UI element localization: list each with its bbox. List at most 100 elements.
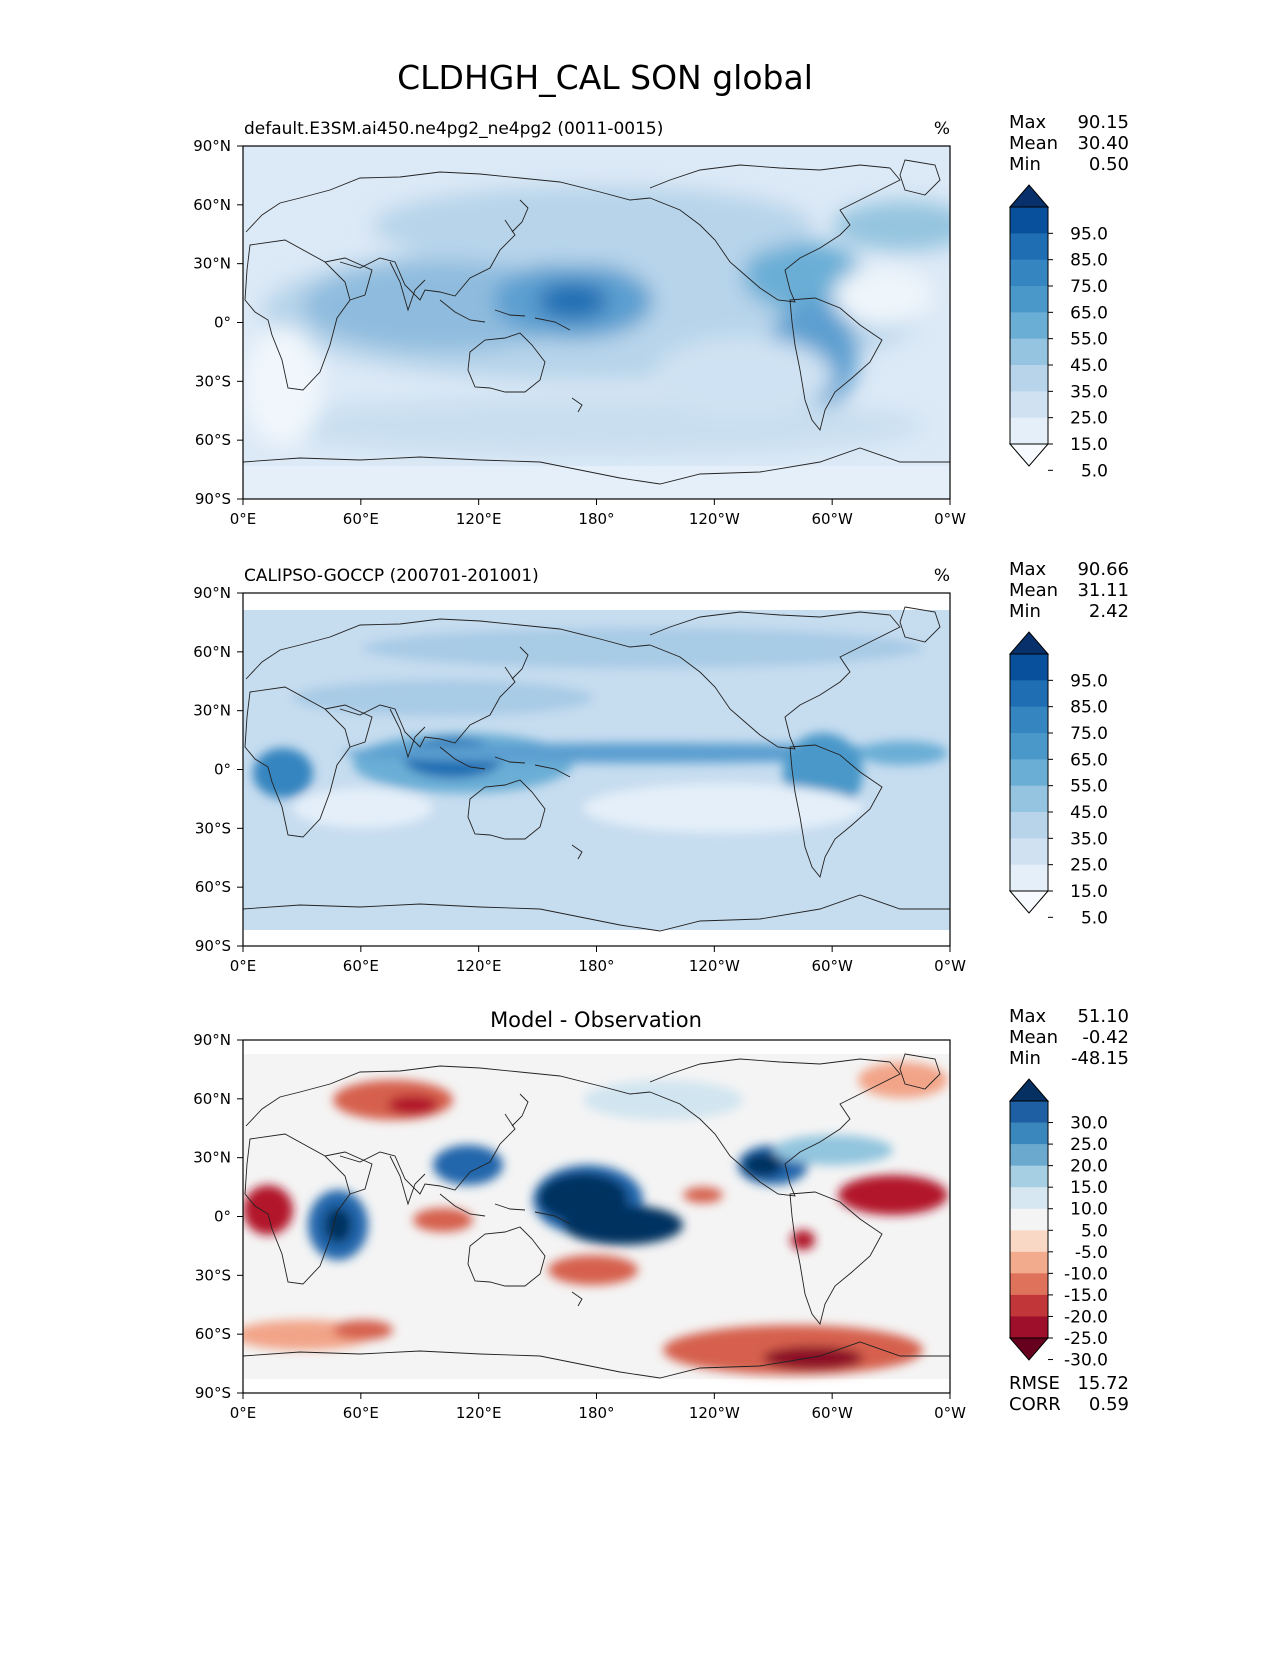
colorbar-label: -15.0 xyxy=(1064,1286,1108,1306)
colorbar-block xyxy=(1010,733,1048,760)
panel-model-colorbar: 95.0 85.0 75.0 65.0 55.0 45.0 35.0 25.0 15.0 5.0 xyxy=(1008,184,1108,481)
colorbar-block xyxy=(1010,1208,1048,1231)
stat-value: 31.11 xyxy=(1077,580,1129,601)
stat-label: Min xyxy=(1009,601,1041,622)
panel-obs-axes: 0°E 60°E 120°E 180° 120°W 60°W 0°W 90°N 60°N 30°N… xyxy=(193,584,966,975)
x-tick-label: 0°E xyxy=(230,957,257,975)
panel-obs-map xyxy=(243,593,950,946)
panel-model-units: % xyxy=(934,119,950,139)
colorbar-label: 25.0 xyxy=(1070,1135,1108,1155)
panel-diff-axes: 0°E 60°E 120°E 180° 120°W 60°W 0°W 90°N 60°N 30°N… xyxy=(193,1031,966,1422)
colorbar-block xyxy=(1010,1122,1048,1145)
x-tick-label: 120°E xyxy=(456,510,502,528)
colorbar-label: -5.0 xyxy=(1075,1243,1108,1263)
colorbar-block xyxy=(1010,1101,1048,1124)
y-tick-label: 30°S xyxy=(195,1266,231,1284)
colorbar-block xyxy=(1010,417,1048,445)
x-tick-label: 0°W xyxy=(934,957,966,975)
colorbar-block xyxy=(1010,706,1048,734)
y-tick-label: 60°N xyxy=(193,196,231,214)
stat-label: Min xyxy=(1009,154,1041,175)
colorbar-label: 75.0 xyxy=(1070,724,1108,744)
panel-model: default.E3SM.ai450.ne4pg2_ne4pg2 (0011-0… xyxy=(193,112,1129,528)
colorbar-block xyxy=(1010,654,1048,681)
stat-label: Mean xyxy=(1009,580,1058,601)
colorbar-block xyxy=(1010,1144,1048,1167)
colorbar-block xyxy=(1010,1230,1048,1253)
colorbar-block xyxy=(1010,312,1048,340)
colorbar-block xyxy=(1010,207,1048,234)
colorbar-label: 85.0 xyxy=(1070,251,1108,271)
stat-label: Mean xyxy=(1009,133,1058,154)
y-tick-label: 90°S xyxy=(195,490,231,508)
colorbar-block xyxy=(1010,338,1048,366)
x-tick-label: 60°E xyxy=(343,957,379,975)
colorbar-label: 55.0 xyxy=(1070,777,1108,797)
y-tick-label: 60°N xyxy=(193,643,231,661)
y-tick-label: 0° xyxy=(214,1208,231,1226)
metric-value: 0.59 xyxy=(1089,1394,1129,1415)
colorbar-label: 75.0 xyxy=(1070,277,1108,297)
x-tick-label: 60°W xyxy=(811,957,853,975)
colorbar-label: 95.0 xyxy=(1070,224,1108,244)
panel-obs-units: % xyxy=(934,566,950,586)
x-tick-label: 120°W xyxy=(689,1404,740,1422)
colorbar-label: 20.0 xyxy=(1070,1157,1108,1177)
colorbar-label: -30.0 xyxy=(1064,1351,1108,1371)
x-tick-label: 60°E xyxy=(343,510,379,528)
colorbar-label: 10.0 xyxy=(1070,1200,1108,1220)
colorbar-extend-min xyxy=(1008,443,1050,467)
y-tick-label: 90°N xyxy=(193,1031,231,1049)
colorbar-extend-min xyxy=(1008,890,1050,914)
colorbar-frame xyxy=(1009,653,1049,892)
metric-label: CORR xyxy=(1009,1394,1061,1415)
y-tick-label: 60°S xyxy=(195,431,231,449)
colorbar-label: 35.0 xyxy=(1070,382,1108,402)
y-tick-label: 30°S xyxy=(195,372,231,390)
y-tick-label: 0° xyxy=(214,761,231,779)
y-tick-label: 60°N xyxy=(193,1090,231,1108)
colorbar-frame xyxy=(1009,1100,1049,1339)
colorbar-extend-max xyxy=(1008,184,1050,208)
stat-value: 0.50 xyxy=(1089,154,1129,175)
colorbar-label: 45.0 xyxy=(1070,356,1108,376)
stat-value: 90.15 xyxy=(1077,112,1129,133)
x-tick-label: 180° xyxy=(578,510,614,528)
y-tick-label: 60°S xyxy=(195,1325,231,1343)
colorbar-label: -10.0 xyxy=(1064,1264,1108,1284)
stat-label: Min xyxy=(1009,1048,1041,1069)
colorbar-label: 5.0 xyxy=(1081,1221,1108,1241)
colorbar-label: 65.0 xyxy=(1070,750,1108,770)
panel-obs-stats: Max 90.66 Mean 31.11 Min 2.42 xyxy=(1009,559,1129,622)
figure-title: CLDHGH_CAL SON global xyxy=(397,58,813,97)
y-tick-label: 30°S xyxy=(195,819,231,837)
x-tick-label: 0°E xyxy=(230,1404,257,1422)
x-tick-label: 120°W xyxy=(689,510,740,528)
colorbar-block xyxy=(1010,838,1048,866)
colorbar-block xyxy=(1010,680,1048,708)
panel-obs: CALIPSO-GOCCP (200701-201001) % 0°E 60°E 1… xyxy=(193,559,1129,975)
stat-value: 2.42 xyxy=(1089,601,1129,622)
colorbar-block xyxy=(1010,1273,1048,1296)
panel-diff: Model - Observation xyxy=(193,1006,1129,1422)
metric-label: RMSE xyxy=(1009,1373,1060,1394)
stat-value: -0.42 xyxy=(1082,1027,1129,1048)
colorbar-label: 45.0 xyxy=(1070,803,1108,823)
y-tick-label: 30°N xyxy=(193,702,231,720)
stat-label: Max xyxy=(1009,112,1047,133)
colorbar-label: 15.0 xyxy=(1070,1178,1108,1198)
colorbar-block xyxy=(1010,785,1048,813)
metric-value: 15.72 xyxy=(1077,1373,1129,1394)
panel-model-axes: 0°E 60°E 120°E 180° 120°W 60°W 0°W 90°N 60°N 30°N… xyxy=(193,137,966,528)
stat-label: Mean xyxy=(1009,1027,1058,1048)
colorbar-label: 25.0 xyxy=(1070,409,1108,429)
colorbar-block xyxy=(1010,1165,1048,1188)
x-tick-label: 60°W xyxy=(811,510,853,528)
colorbar-label: 95.0 xyxy=(1070,671,1108,691)
panel-diff-metrics: RMSE 15.72 CORR 0.59 xyxy=(1009,1373,1129,1415)
stat-value: 30.40 xyxy=(1077,133,1129,154)
y-tick-label: 30°N xyxy=(193,255,231,273)
y-tick-label: 90°N xyxy=(193,584,231,602)
colorbar-extend-max xyxy=(1008,1078,1050,1102)
stat-value: 90.66 xyxy=(1077,559,1129,580)
